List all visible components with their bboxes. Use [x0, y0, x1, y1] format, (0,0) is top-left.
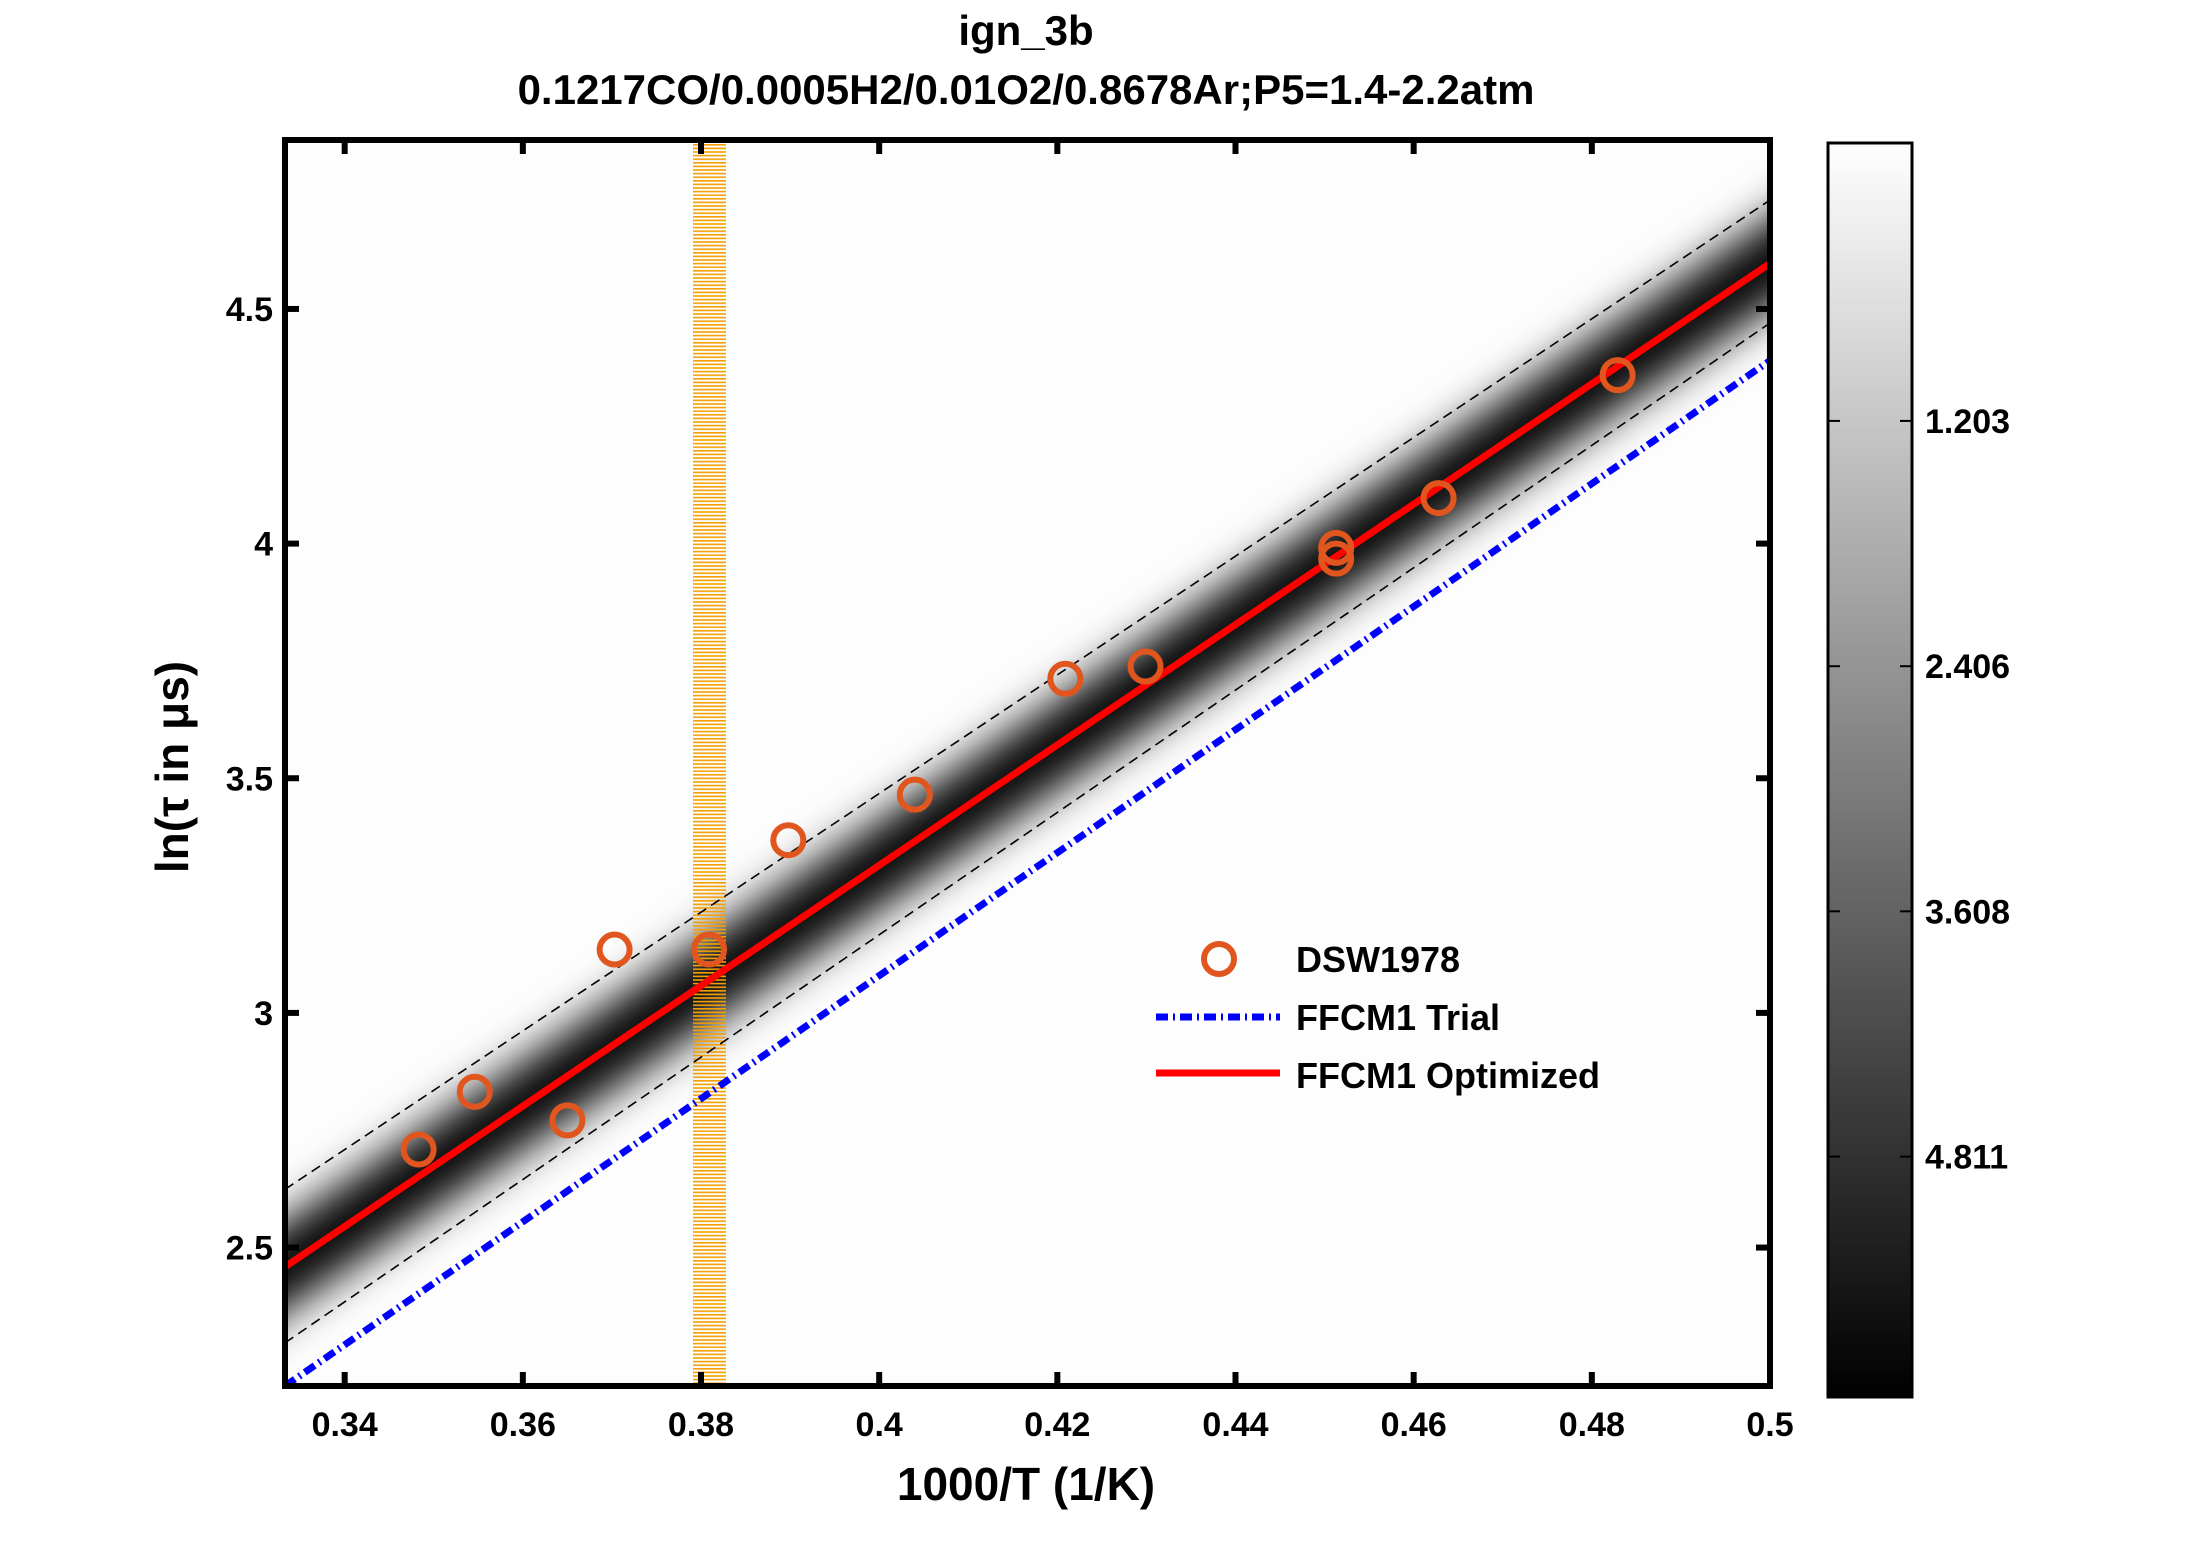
data-point-dsw1978	[1420, 480, 1457, 517]
x-tick-label: 0.34	[312, 1406, 378, 1444]
y-tick-label: 4.5	[226, 291, 273, 329]
legend-label-ffcm1-optimized: FFCM1 Optimized	[1296, 1055, 1600, 1096]
colorbar-ticks: 1.203 2.406 3.608 4.811	[1828, 403, 2010, 1177]
y-axis-label: ln(τ in μs)	[146, 661, 198, 873]
colorbar: 1.203 2.406 3.608 4.811	[1826, 141, 2010, 1399]
data-point-dsw1978	[1127, 648, 1164, 685]
data-point-dsw1978	[1318, 529, 1355, 566]
y-tick-label: 3	[254, 995, 273, 1033]
data-point-dsw1978	[400, 1131, 437, 1168]
colorbar-tick-label: 3.608	[1925, 893, 2010, 931]
x-tick-label: 0.36	[490, 1406, 556, 1444]
chart-title: ign_3b	[958, 7, 1093, 54]
x-axis-label: 1000/T (1/K)	[897, 1458, 1155, 1510]
x-tick-label: 0.4	[856, 1406, 903, 1444]
data-point-dsw1978	[1599, 357, 1636, 394]
y-tick-label: 4	[254, 526, 273, 564]
uncertainty-bound-lower	[285, 322, 1770, 1344]
series-line-ffcm1-optimized	[285, 260, 1770, 1270]
plot-frame	[282, 137, 1773, 1389]
data-point-dsw1978	[691, 931, 728, 968]
colorbar-tick-label: 1.203	[1925, 403, 2010, 441]
data-point-dsw1978	[456, 1073, 493, 1110]
highlight-band	[692, 140, 726, 1386]
colorbar-tick-label: 4.811	[1925, 1139, 2008, 1177]
x-tick-label: 0.5	[1746, 1406, 1793, 1444]
data-point-dsw1978	[549, 1102, 586, 1139]
y-tick-label: 3.5	[226, 760, 273, 798]
x-tick-label: 0.46	[1381, 1406, 1447, 1444]
x-tick-label: 0.48	[1559, 1406, 1625, 1444]
y-tick-label: 2.5	[226, 1230, 273, 1268]
axis-ticks: 0.34 0.36 0.38 0.4 0.42 0.44 0.46 0.48 0.5 2.5 3 3.…	[226, 140, 1794, 1444]
x-tick-label: 0.42	[1024, 1406, 1090, 1444]
chart-subtitle: 0.1217CO/0.0005H2/0.01O2/0.8678Ar;P5=1.4…	[518, 66, 1535, 113]
x-tick-label: 0.38	[668, 1406, 734, 1444]
plot-area	[285, 140, 1770, 1386]
colorbar-tick-label: 2.406	[1925, 648, 2010, 686]
data-point-dsw1978	[596, 931, 633, 968]
legend-label-ffcm1-trial: FFCM1 Trial	[1296, 997, 1500, 1038]
legend-label-dsw1978: DSW1978	[1296, 939, 1460, 980]
colorbar-gradient	[1826, 141, 1914, 1399]
data-point-dsw1978	[1047, 660, 1084, 697]
data-point-dsw1978	[896, 776, 933, 813]
data-point-dsw1978	[770, 822, 807, 859]
legend: DSW1978 FFCM1 Trial FFCM1 Optimized	[1156, 939, 1600, 1096]
uncertainty-bound-upper	[285, 199, 1770, 1191]
data-point-dsw1978	[1318, 540, 1355, 577]
legend-marker-dsw1978	[1201, 941, 1237, 977]
x-tick-label: 0.44	[1202, 1406, 1268, 1444]
